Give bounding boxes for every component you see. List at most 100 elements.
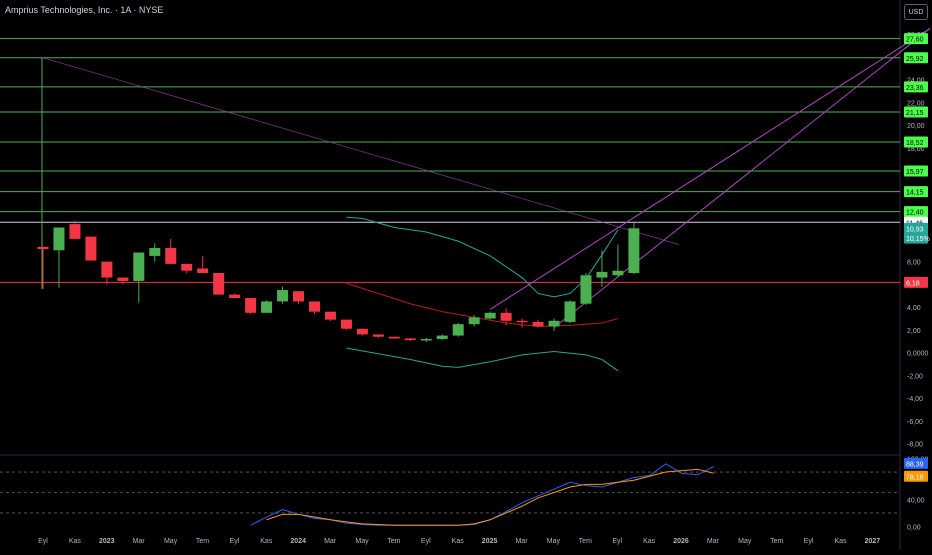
- candle[interactable]: [356, 328, 368, 336]
- candle-body: [388, 336, 400, 339]
- level-badge: 6,18: [904, 276, 928, 288]
- band-upper: [346, 216, 619, 298]
- time-tick-label: Eyl: [230, 538, 240, 545]
- candle-body: [261, 301, 273, 313]
- candle[interactable]: [69, 220, 81, 239]
- candle[interactable]: [420, 337, 432, 342]
- candle[interactable]: [500, 308, 512, 326]
- candle[interactable]: [324, 311, 336, 321]
- level-badge-text: 25,92: [906, 56, 924, 63]
- candle[interactable]: [85, 236, 97, 261]
- candle-body: [277, 290, 289, 302]
- level-badge: 25,92: [904, 52, 928, 64]
- candle[interactable]: [612, 244, 624, 278]
- horizontal-levels: [0, 38, 900, 283]
- osc-value-badge: 78,18: [904, 470, 928, 482]
- candle[interactable]: [564, 300, 576, 324]
- candle[interactable]: [468, 315, 480, 327]
- time-tick-label: 2024: [290, 538, 306, 545]
- candle[interactable]: [229, 293, 241, 299]
- candle[interactable]: [117, 277, 129, 285]
- price-axis[interactable]: 30,0028,0026,0024,0022,0020,0018,0016,00…: [904, 9, 930, 532]
- candle[interactable]: [133, 252, 145, 303]
- candle[interactable]: [436, 334, 448, 341]
- trend-line-down: [42, 57, 680, 245]
- time-tick-label: May: [738, 538, 752, 545]
- time-tick-label: Mar: [324, 538, 337, 545]
- time-tick-label: May: [355, 538, 369, 545]
- level-badge: 12,40: [904, 206, 928, 218]
- level-badge-text: 18,52: [906, 140, 924, 147]
- price-tick-label: -2,00: [907, 373, 923, 380]
- candle[interactable]: [308, 301, 320, 314]
- oscillator-pane[interactable]: [0, 463, 900, 526]
- time-tick-label: 2023: [99, 538, 115, 545]
- band-middle: [346, 282, 619, 327]
- candle[interactable]: [372, 334, 384, 338]
- candle-body: [197, 268, 209, 273]
- level-badge: 15,97: [904, 165, 928, 177]
- last-price-badge-bg: [904, 222, 928, 234]
- time-tick-label: May: [547, 538, 561, 545]
- candles-layer[interactable]: [37, 220, 640, 342]
- time-tick-label: Kas: [834, 538, 847, 545]
- time-tick-label: Eyl: [804, 538, 814, 545]
- candle-body: [229, 294, 241, 299]
- candle-body: [516, 320, 528, 323]
- candle[interactable]: [340, 319, 352, 330]
- candle[interactable]: [388, 336, 400, 339]
- candle[interactable]: [37, 246, 49, 289]
- time-tick-label: May: [164, 538, 178, 545]
- level-badge-bg: [904, 206, 928, 218]
- candle[interactable]: [213, 273, 225, 295]
- candle[interactable]: [277, 286, 289, 304]
- candle-body: [612, 270, 624, 276]
- candle[interactable]: [181, 263, 193, 273]
- candle-body: [324, 311, 336, 320]
- candle-body: [149, 247, 161, 256]
- candle[interactable]: [245, 298, 257, 314]
- candle-body: [117, 277, 129, 281]
- osc-value-badge-bg: [904, 457, 928, 469]
- candle-body: [628, 228, 640, 273]
- level-badge: 14,15: [904, 186, 928, 198]
- candle[interactable]: [149, 243, 161, 262]
- candle[interactable]: [261, 300, 273, 313]
- candle[interactable]: [404, 337, 416, 342]
- price-tick-label: 20,00: [907, 123, 925, 130]
- time-axis[interactable]: Eyl Kas 2023 Mar May Tem Eyl Kas 2024 Mar May Tem Ey…: [38, 538, 880, 545]
- candle[interactable]: [532, 319, 544, 328]
- candle-body: [85, 236, 97, 261]
- candle[interactable]: [53, 227, 65, 288]
- candle[interactable]: [293, 291, 305, 304]
- time-tick-label: 2026: [673, 538, 689, 545]
- candle[interactable]: [596, 250, 608, 287]
- candle-body: [484, 312, 496, 319]
- candle[interactable]: [197, 255, 209, 273]
- currency-button[interactable]: USD: [904, 4, 928, 20]
- candle[interactable]: [548, 318, 560, 332]
- band-lower: [346, 347, 619, 372]
- osc-value-badge-bg: [904, 470, 928, 482]
- level-badge-text: 27,60: [906, 37, 924, 44]
- candle[interactable]: [101, 261, 113, 285]
- price-tick-label: -6,00: [907, 419, 923, 426]
- price-tick-label: 24,00: [907, 78, 925, 85]
- candle[interactable]: [580, 273, 592, 305]
- candle[interactable]: [516, 318, 528, 328]
- last-price-badge-text: 10,93: [906, 226, 924, 233]
- price-tick-label: 2,00: [907, 328, 921, 335]
- candle[interactable]: [452, 323, 464, 337]
- candle[interactable]: [165, 238, 177, 264]
- time-tick-label: Tem: [770, 538, 783, 545]
- level-badge-bg: [904, 81, 928, 93]
- candle-body: [181, 263, 193, 271]
- candle[interactable]: [484, 311, 496, 320]
- osc-tick-label: 40,00: [907, 497, 925, 504]
- candle-body: [101, 261, 113, 278]
- price-tick-label: 18,00: [907, 146, 925, 153]
- candle[interactable]: [628, 222, 640, 275]
- time-tick-label: Eyl: [612, 538, 622, 545]
